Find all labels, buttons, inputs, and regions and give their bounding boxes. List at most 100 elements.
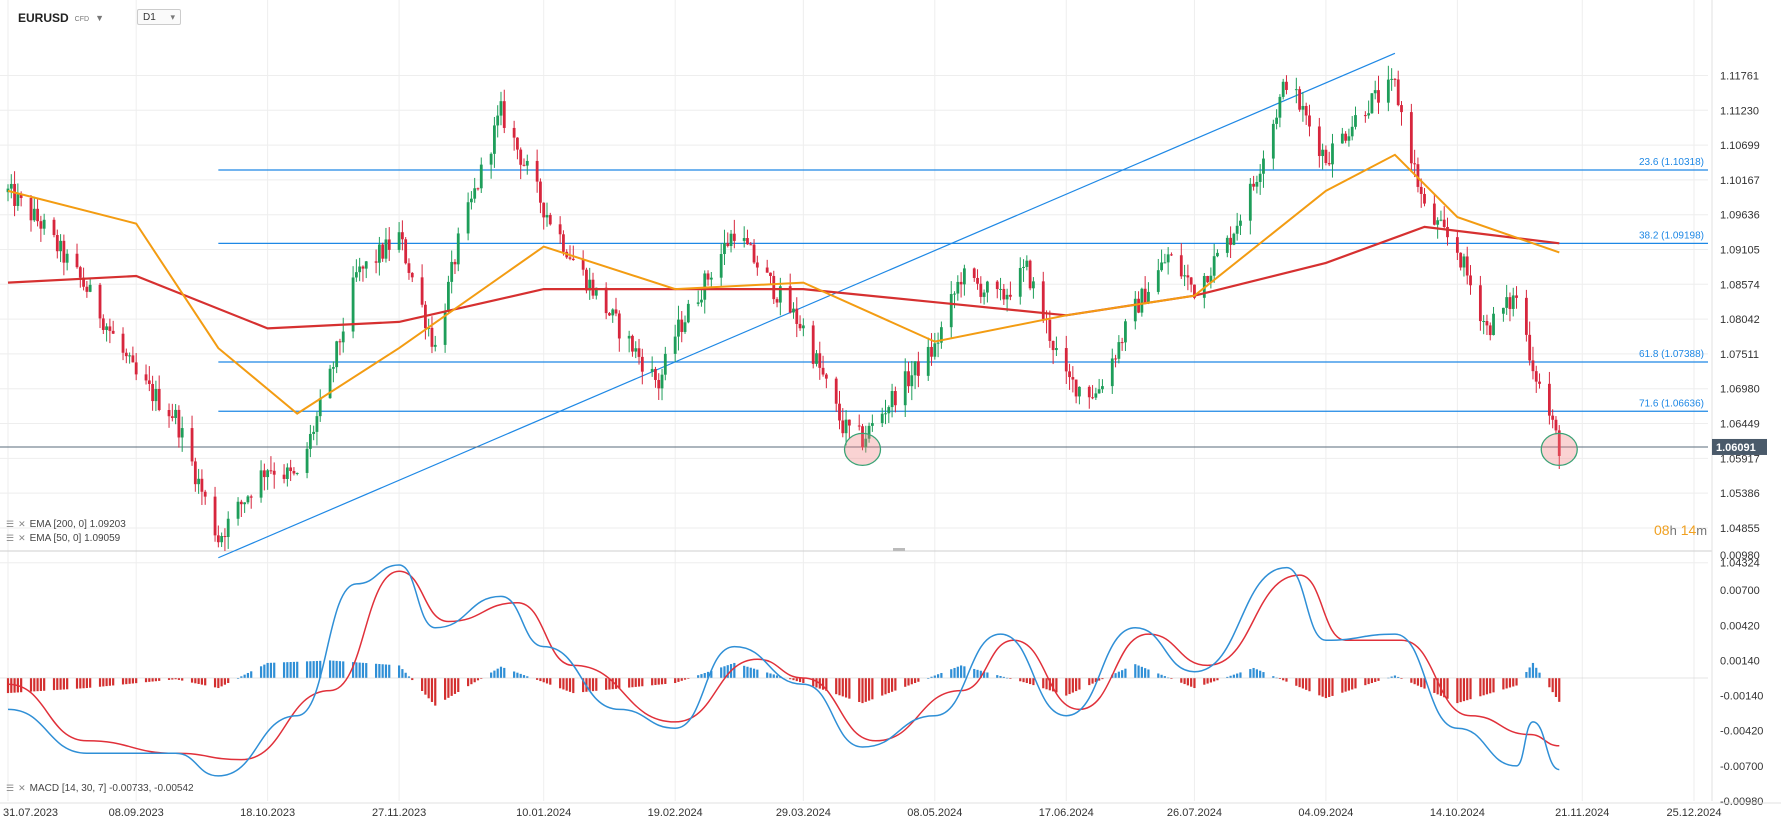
- candle-body[interactable]: [732, 233, 736, 241]
- candle-body[interactable]: [1068, 371, 1071, 378]
- candle-body[interactable]: [1400, 105, 1403, 113]
- candle-body[interactable]: [496, 115, 500, 126]
- candle-body[interactable]: [1511, 295, 1515, 309]
- ema200-line[interactable]: [7, 225, 1560, 330]
- candle-body[interactable]: [177, 409, 181, 438]
- candle-body[interactable]: [742, 238, 746, 241]
- candle-body[interactable]: [111, 330, 115, 334]
- candle-body[interactable]: [847, 419, 851, 426]
- candle-body[interactable]: [259, 470, 263, 498]
- candle-body[interactable]: [519, 149, 523, 165]
- settings-icon[interactable]: ☰: [6, 783, 15, 793]
- pane-resize-handle[interactable]: [893, 548, 905, 551]
- candle-body[interactable]: [55, 235, 59, 252]
- candle-body[interactable]: [1363, 115, 1367, 117]
- candle-body[interactable]: [1505, 297, 1509, 308]
- candle-body[interactable]: [289, 467, 293, 472]
- candle-body[interactable]: [798, 323, 802, 329]
- candle-body[interactable]: [588, 279, 592, 291]
- candle-body[interactable]: [972, 268, 976, 278]
- candle-body[interactable]: [1492, 313, 1495, 336]
- candle-body[interactable]: [516, 137, 519, 150]
- candle-body[interactable]: [581, 260, 585, 270]
- candle-body[interactable]: [1216, 252, 1219, 257]
- candle-body[interactable]: [765, 267, 769, 273]
- candle-body[interactable]: [1432, 203, 1436, 225]
- candle-body[interactable]: [884, 413, 887, 415]
- candle-body[interactable]: [249, 496, 253, 498]
- candle-body[interactable]: [956, 281, 960, 294]
- candle-body[interactable]: [193, 461, 197, 485]
- candle-body[interactable]: [157, 388, 161, 411]
- candle-body[interactable]: [818, 353, 822, 368]
- candle-body[interactable]: [338, 341, 342, 343]
- candle-body[interactable]: [585, 269, 588, 291]
- candle-body[interactable]: [1344, 133, 1348, 141]
- ema200-legend[interactable]: ☰ ✕ EMA [200, 0] 1.09203: [6, 519, 126, 530]
- candle-body[interactable]: [400, 232, 404, 240]
- candle-body[interactable]: [1091, 397, 1094, 399]
- candle-body[interactable]: [775, 299, 779, 303]
- candle-body[interactable]: [1275, 117, 1279, 124]
- candle-body[interactable]: [801, 325, 805, 329]
- ema50-legend[interactable]: ☰ ✕ EMA [50, 0] 1.09059: [6, 533, 120, 544]
- candle-body[interactable]: [962, 268, 966, 285]
- candle-body[interactable]: [824, 374, 828, 379]
- candle-body[interactable]: [98, 284, 102, 319]
- candle-body[interactable]: [1321, 149, 1325, 157]
- candle-body[interactable]: [729, 233, 733, 247]
- candle-body[interactable]: [939, 327, 943, 343]
- candle-body[interactable]: [1051, 340, 1055, 351]
- candle-body[interactable]: [1255, 181, 1259, 187]
- candle-body[interactable]: [1163, 262, 1167, 264]
- candle-body[interactable]: [778, 286, 782, 303]
- candle-body[interactable]: [673, 336, 677, 354]
- candle-body[interactable]: [910, 375, 914, 387]
- candle-body[interactable]: [650, 368, 654, 372]
- candle-body[interactable]: [331, 367, 335, 369]
- candle-body[interactable]: [1301, 105, 1305, 110]
- candle-body[interactable]: [1225, 237, 1229, 253]
- candle-body[interactable]: [387, 239, 391, 250]
- candle-body[interactable]: [29, 198, 33, 221]
- candle-body[interactable]: [1183, 275, 1186, 277]
- candle-body[interactable]: [677, 319, 680, 337]
- candle-body[interactable]: [493, 125, 496, 154]
- candle-body[interactable]: [995, 281, 999, 290]
- candle-body[interactable]: [124, 352, 128, 357]
- candle-body[interactable]: [1485, 321, 1489, 326]
- candle-body[interactable]: [821, 367, 825, 375]
- candle-body[interactable]: [627, 335, 631, 339]
- candle-body[interactable]: [1531, 360, 1535, 372]
- candle-body[interactable]: [170, 416, 174, 418]
- candle-body[interactable]: [88, 284, 92, 292]
- ema50-line[interactable]: [7, 153, 1560, 415]
- candle-body[interactable]: [907, 371, 910, 387]
- macd-signal-line[interactable]: [7, 570, 1560, 761]
- candle-body[interactable]: [542, 202, 546, 218]
- candle-body[interactable]: [502, 101, 506, 128]
- candle-body[interactable]: [1370, 93, 1374, 114]
- candle-body[interactable]: [746, 238, 749, 245]
- candle-body[interactable]: [151, 383, 155, 402]
- candle-body[interactable]: [361, 266, 365, 269]
- candle-body[interactable]: [479, 164, 483, 189]
- macd-legend[interactable]: ☰ ✕ MACD [14, 30, 7] -0.00733, -0.00542: [6, 783, 194, 794]
- candle-body[interactable]: [420, 277, 424, 305]
- candle-body[interactable]: [1186, 275, 1190, 278]
- candle-body[interactable]: [1439, 219, 1443, 221]
- candle-body[interactable]: [1110, 358, 1114, 387]
- candle-body[interactable]: [949, 294, 953, 328]
- candle-body[interactable]: [1271, 123, 1275, 159]
- candle-body[interactable]: [953, 293, 956, 295]
- candle-body[interactable]: [62, 240, 66, 263]
- candle-body[interactable]: [59, 240, 62, 252]
- candle-body[interactable]: [239, 501, 243, 505]
- candle-body[interactable]: [1209, 275, 1213, 283]
- candle-body[interactable]: [499, 101, 503, 116]
- candle-body[interactable]: [657, 379, 661, 389]
- candle-body[interactable]: [680, 319, 684, 332]
- candle-body[interactable]: [594, 287, 598, 296]
- candle-body[interactable]: [611, 309, 615, 316]
